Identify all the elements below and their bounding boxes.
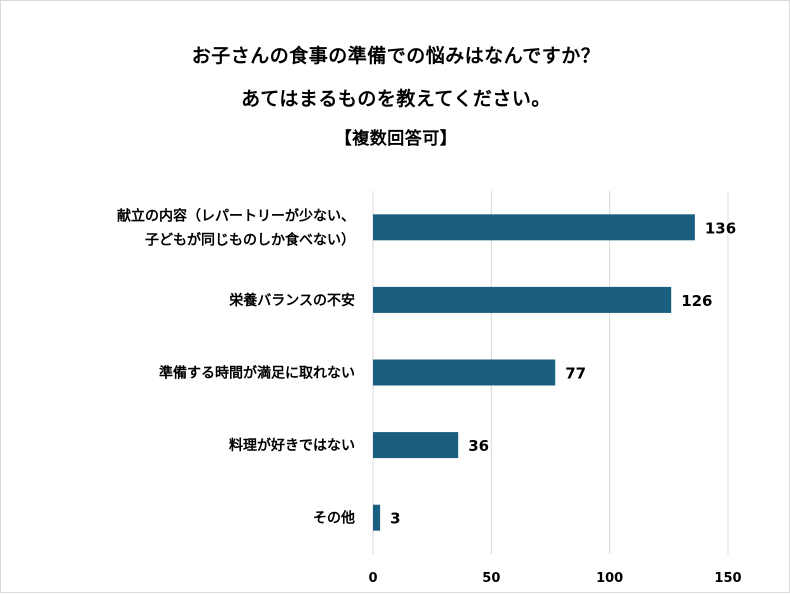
bar (373, 214, 695, 241)
category-label: その他 (313, 510, 355, 527)
bar (373, 432, 459, 459)
bar (373, 504, 381, 531)
chart-title-line-3: 【複数回答可】 (334, 129, 458, 149)
bar-value-label: 136 (705, 219, 736, 237)
x-tick-label: 50 (482, 571, 500, 586)
x-tick-label: 150 (714, 571, 741, 586)
bar-value-label: 77 (565, 365, 586, 383)
bar-value-label: 3 (390, 510, 400, 528)
category-label: 献立の内容（レパートリーが少ない、 (117, 207, 355, 224)
x-tick-label: 0 (368, 571, 377, 586)
chart-title-line-1: お子さんの食事の準備での悩みはなんですか？ (191, 45, 601, 67)
bar-value-label: 126 (681, 292, 712, 310)
x-tick-label: 100 (596, 571, 623, 586)
category-label: 子どもが同じものしか食べない） (145, 231, 355, 248)
chart-title-line-2: あてはまるものを教えてください。 (241, 88, 551, 110)
bar-value-label: 36 (468, 437, 489, 455)
category-label: 準備する時間が満足に取れない (159, 365, 355, 382)
category-label: 料理が好きではない (229, 437, 355, 454)
bar (373, 359, 556, 386)
category-label: 栄養バランスの不安 (228, 292, 355, 309)
bar (373, 286, 672, 313)
